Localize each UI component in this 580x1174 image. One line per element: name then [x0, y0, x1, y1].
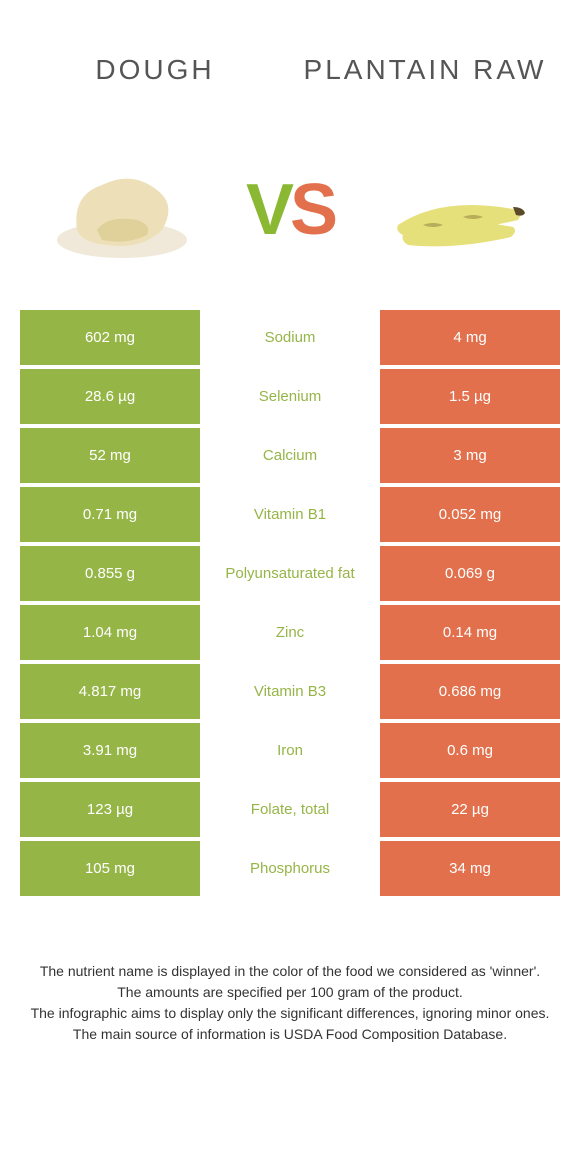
nutrient-label: Vitamin B3: [200, 664, 380, 719]
vs-s: S: [290, 170, 334, 250]
left-value: 0.855 g: [20, 546, 200, 601]
nutrient-table: 602 mgSodium4 mg28.6 µgSelenium1.5 µg52 …: [20, 310, 560, 896]
left-value: 52 mg: [20, 428, 200, 483]
right-value: 3 mg: [380, 428, 560, 483]
nutrient-row: 105 mgPhosphorus34 mg: [20, 841, 560, 896]
right-value: 4 mg: [380, 310, 560, 365]
footer-line: The infographic aims to display only the…: [30, 1003, 550, 1024]
left-value: 123 µg: [20, 782, 200, 837]
footer-line: The nutrient name is displayed in the co…: [30, 961, 550, 982]
right-value: 1.5 µg: [380, 369, 560, 424]
images-row: VS: [20, 130, 560, 290]
left-value: 3.91 mg: [20, 723, 200, 778]
right-value: 0.14 mg: [380, 605, 560, 660]
vs-v: V: [246, 170, 290, 250]
left-value: 28.6 µg: [20, 369, 200, 424]
plantain-image: [378, 155, 538, 265]
right-value: 22 µg: [380, 782, 560, 837]
nutrient-row: 28.6 µgSelenium1.5 µg: [20, 369, 560, 424]
nutrient-label: Vitamin B1: [200, 487, 380, 542]
header: Dough Plantain raw: [20, 20, 560, 120]
footer-line: The amounts are specified per 100 gram o…: [30, 982, 550, 1003]
nutrient-row: 0.855 gPolyunsaturated fat0.069 g: [20, 546, 560, 601]
nutrient-row: 1.04 mgZinc0.14 mg: [20, 605, 560, 660]
left-value: 4.817 mg: [20, 664, 200, 719]
nutrient-row: 0.71 mgVitamin B10.052 mg: [20, 487, 560, 542]
nutrient-row: 3.91 mgIron0.6 mg: [20, 723, 560, 778]
nutrient-label: Folate, total: [200, 782, 380, 837]
vs-badge: VS: [246, 174, 334, 246]
nutrient-label: Calcium: [200, 428, 380, 483]
dough-image: [42, 155, 202, 265]
nutrient-row: 602 mgSodium4 mg: [20, 310, 560, 365]
right-value: 34 mg: [380, 841, 560, 896]
right-value: 0.069 g: [380, 546, 560, 601]
right-value: 0.6 mg: [380, 723, 560, 778]
left-value: 602 mg: [20, 310, 200, 365]
nutrient-label: Zinc: [200, 605, 380, 660]
nutrient-label: Iron: [200, 723, 380, 778]
left-value: 105 mg: [20, 841, 200, 896]
nutrient-label: Phosphorus: [200, 841, 380, 896]
nutrient-row: 123 µgFolate, total22 µg: [20, 782, 560, 837]
right-value: 0.052 mg: [380, 487, 560, 542]
left-value: 0.71 mg: [20, 487, 200, 542]
left-food-title: Dough: [20, 52, 290, 88]
left-value: 1.04 mg: [20, 605, 200, 660]
nutrient-label: Polyunsaturated fat: [200, 546, 380, 601]
nutrient-row: 4.817 mgVitamin B30.686 mg: [20, 664, 560, 719]
right-food-title: Plantain raw: [290, 52, 560, 88]
nutrient-label: Selenium: [200, 369, 380, 424]
footer-notes: The nutrient name is displayed in the co…: [20, 961, 560, 1045]
nutrient-label: Sodium: [200, 310, 380, 365]
right-value: 0.686 mg: [380, 664, 560, 719]
nutrient-row: 52 mgCalcium3 mg: [20, 428, 560, 483]
footer-line: The main source of information is USDA F…: [30, 1024, 550, 1045]
